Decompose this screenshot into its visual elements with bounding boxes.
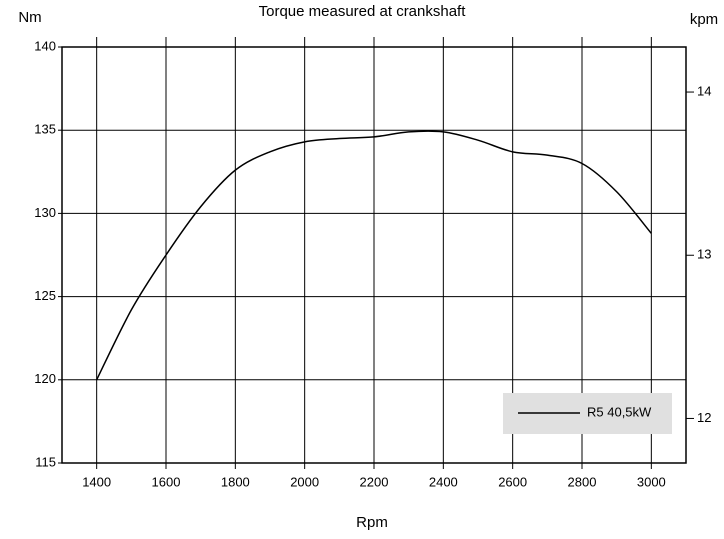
x-tick-label: 2600 — [498, 474, 527, 489]
x-tick-label: 1600 — [152, 474, 181, 489]
chart-title: Torque measured at crankshaft — [259, 3, 467, 20]
y2-axis-label: kpm — [690, 11, 718, 28]
y-tick-label: 115 — [35, 454, 56, 469]
x-tick-label: 1400 — [82, 474, 111, 489]
y-tick-label: 135 — [34, 122, 56, 137]
plot-frame — [61, 46, 687, 464]
y-axis-label: Nm — [18, 9, 41, 26]
y2-tick-label: 12 — [697, 410, 711, 425]
x-tick-label: 2400 — [429, 474, 458, 489]
y2-tick-label: 13 — [697, 247, 711, 262]
y-tick-label: 120 — [34, 371, 56, 386]
legend-label: R5 40,5kW — [587, 404, 652, 419]
x-axis-label: Rpm — [356, 514, 388, 531]
x-tick-label: 2200 — [360, 474, 389, 489]
y-tick-label: 140 — [34, 38, 56, 53]
x-tick-label: 3000 — [637, 474, 666, 489]
y2-tick-label: 14 — [697, 83, 711, 98]
x-tick-label: 1800 — [221, 474, 250, 489]
x-tick-label: 2000 — [290, 474, 319, 489]
x-tick-label: 2800 — [568, 474, 597, 489]
data-line — [95, 130, 652, 381]
y-tick-label: 130 — [34, 205, 56, 220]
y-tick-label: 125 — [34, 288, 56, 303]
